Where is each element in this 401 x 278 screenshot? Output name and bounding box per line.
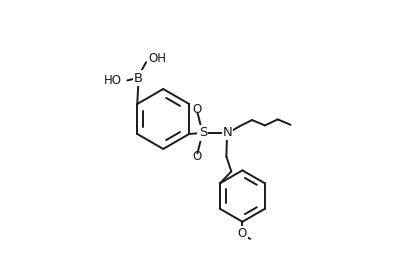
Text: OH: OH [148, 52, 166, 65]
Text: B: B [134, 72, 143, 85]
Text: HO: HO [104, 74, 122, 87]
Text: O: O [192, 103, 202, 116]
Text: S: S [198, 126, 207, 139]
Text: N: N [222, 126, 232, 139]
Text: O: O [237, 227, 247, 240]
Text: O: O [192, 150, 202, 163]
